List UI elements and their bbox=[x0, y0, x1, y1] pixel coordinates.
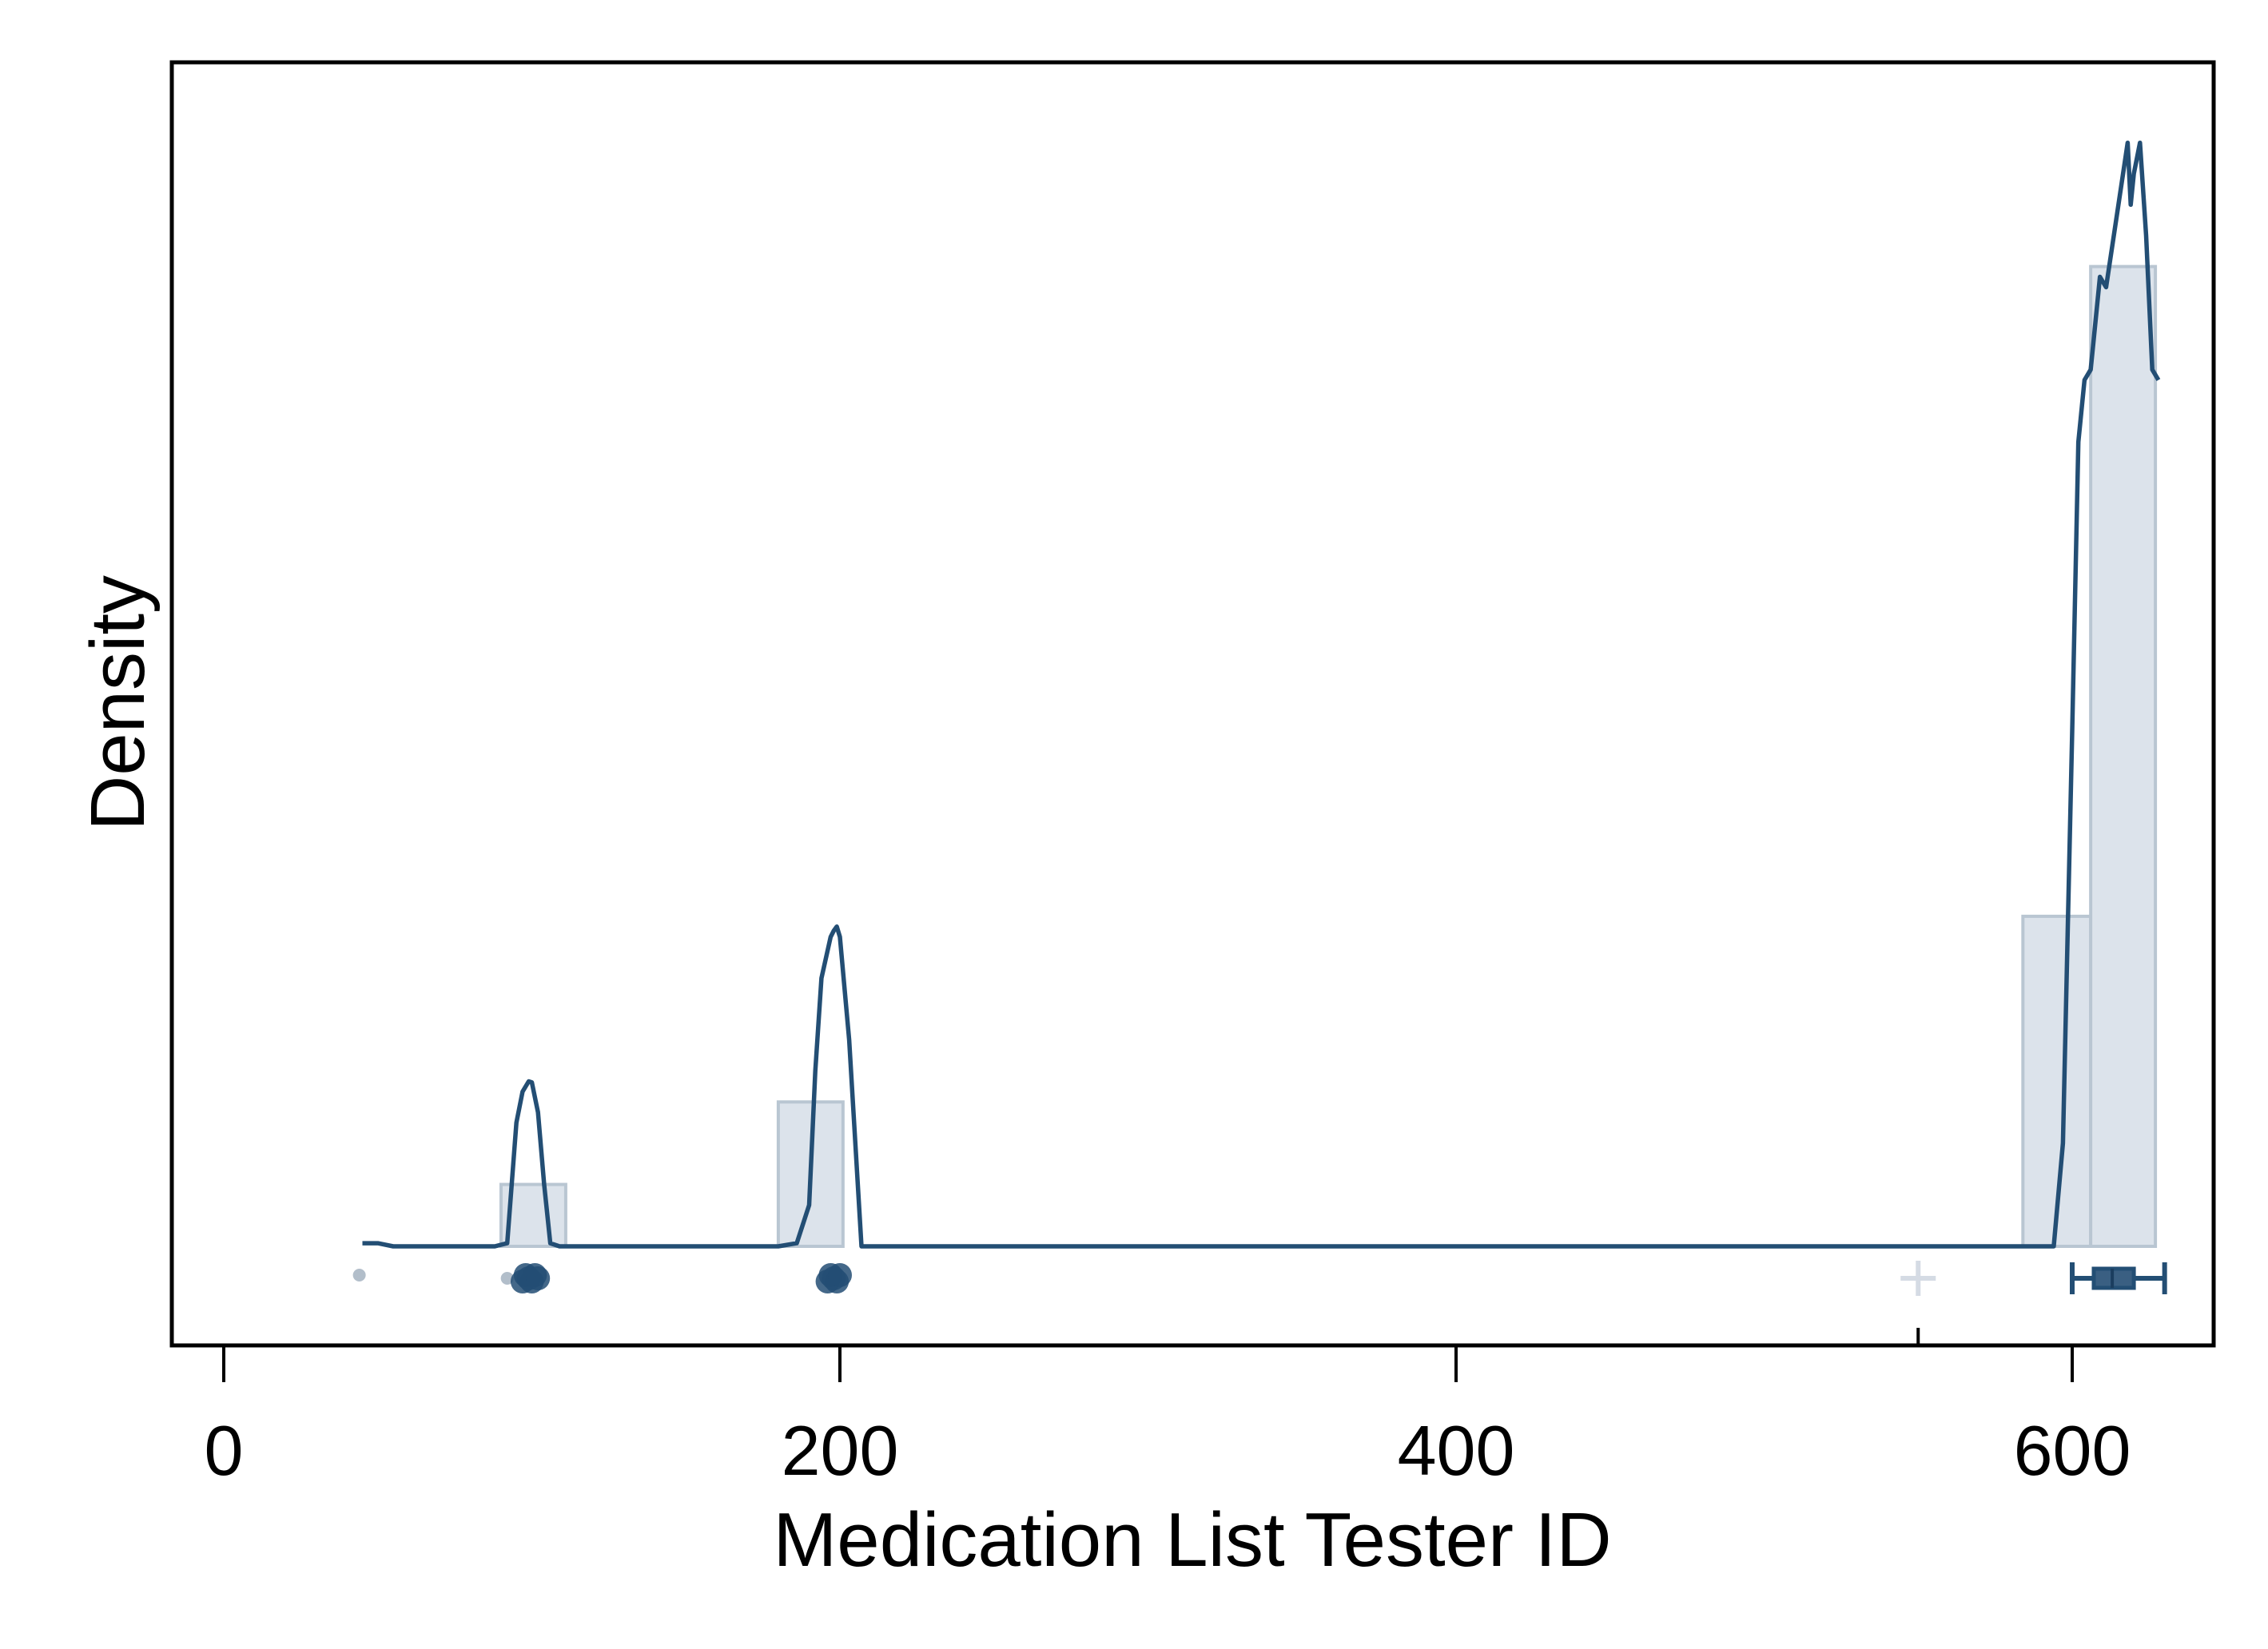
strip-points bbox=[352, 1261, 1936, 1296]
x-tick-label-600: 600 bbox=[2014, 1411, 2131, 1490]
x-axis-title: Medication List Tester ID bbox=[773, 1497, 1611, 1583]
strip-point-1 bbox=[500, 1272, 514, 1285]
strip-point-12 bbox=[828, 1263, 852, 1287]
box-plot bbox=[2070, 1262, 2167, 1294]
x-tick-label-200: 200 bbox=[782, 1411, 899, 1490]
x-tick-label-0: 0 bbox=[205, 1411, 244, 1490]
x-axis: 0 200 400 600 bbox=[205, 1328, 2131, 1490]
density-curve-line bbox=[362, 140, 2161, 1249]
strip-point-7 bbox=[526, 1266, 551, 1290]
x-tick-label-400: 400 bbox=[1398, 1411, 1515, 1490]
histogram-bars bbox=[499, 264, 2158, 1248]
strip-point-0 bbox=[352, 1269, 366, 1281]
plot-frame bbox=[169, 60, 2216, 1348]
density-curve-group bbox=[362, 140, 2161, 1249]
y-axis-title: Density bbox=[75, 575, 161, 831]
histogram-bar-3 bbox=[2089, 264, 2158, 1248]
histogram-bar-2 bbox=[2021, 914, 2093, 1248]
